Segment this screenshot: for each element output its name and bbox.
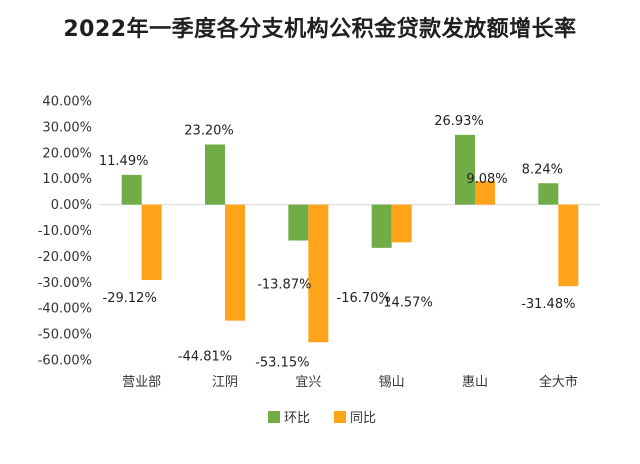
y-tick-label: -20.00% bbox=[38, 250, 92, 265]
chart-title: 2022年一季度各分支机构公积金贷款发放额增长率 bbox=[63, 17, 577, 42]
data-label-yoy: 9.08% bbox=[466, 172, 507, 187]
data-label-yoy: -31.48% bbox=[521, 297, 575, 312]
bar-yoy-1 bbox=[225, 204, 245, 321]
bar-mom-4 bbox=[455, 134, 475, 205]
y-tick-label: -30.00% bbox=[38, 276, 92, 291]
data-label-yoy: -29.12% bbox=[103, 291, 157, 306]
category-label: 营业部 bbox=[122, 375, 161, 390]
y-tick-label: -40.00% bbox=[38, 302, 92, 317]
data-label-mom: -16.70% bbox=[337, 291, 391, 306]
bar-mom-2 bbox=[288, 204, 309, 241]
data-label-mom: 8.24% bbox=[522, 162, 563, 177]
category-label: 江阴 bbox=[212, 375, 238, 390]
data-label-mom: 23.20% bbox=[184, 124, 234, 139]
category-label: 锡山 bbox=[379, 375, 405, 390]
bar-mom-0 bbox=[121, 174, 142, 205]
data-label-yoy: -14.57% bbox=[379, 295, 433, 310]
y-tick-label: -50.00% bbox=[38, 328, 92, 343]
bar-yoy-3 bbox=[391, 204, 412, 243]
y-tick-label: -10.00% bbox=[38, 224, 92, 239]
legend-swatch-mom bbox=[268, 411, 280, 423]
bar-mom-3 bbox=[371, 204, 392, 248]
y-tick-label: 40.00% bbox=[42, 95, 92, 110]
bar-yoy-5 bbox=[558, 204, 579, 287]
y-tick-label: 30.00% bbox=[42, 120, 92, 135]
y-tick-label: 10.00% bbox=[42, 172, 92, 187]
bar-yoy-0 bbox=[141, 204, 162, 281]
category-label: 宜兴 bbox=[295, 375, 321, 390]
y-tick-label: -60.00% bbox=[38, 354, 92, 369]
data-label-mom: 11.49% bbox=[99, 154, 149, 169]
bar-yoy-4 bbox=[475, 181, 495, 205]
data-label-mom: 26.93% bbox=[434, 114, 484, 129]
legend-swatch-yoy bbox=[334, 411, 346, 423]
data-label-yoy: -44.81% bbox=[178, 350, 232, 365]
y-tick-label: 20.00% bbox=[42, 146, 92, 161]
legend-label-yoy: 同比 bbox=[350, 411, 376, 426]
y-tick-label: 0.00% bbox=[51, 198, 92, 213]
category-label: 惠山 bbox=[462, 375, 488, 390]
category-label: 全大市 bbox=[539, 374, 578, 390]
data-label-mom: -13.87% bbox=[257, 278, 311, 293]
bar-mom-5 bbox=[538, 183, 559, 205]
legend-label-mom: 环比 bbox=[284, 411, 310, 426]
data-label-yoy: -53.15% bbox=[255, 355, 309, 370]
bar-mom-1 bbox=[205, 144, 225, 205]
bar-yoy-2 bbox=[308, 204, 329, 343]
